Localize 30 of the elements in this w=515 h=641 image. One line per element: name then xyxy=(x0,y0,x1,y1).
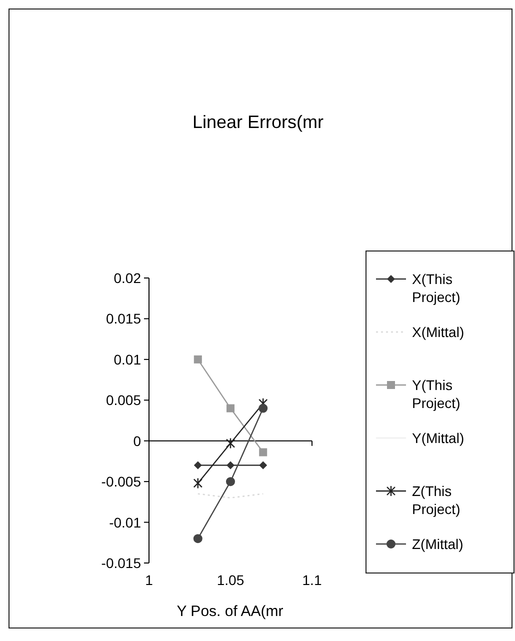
point xyxy=(226,461,234,470)
x-tick-label: 1.05 xyxy=(216,572,244,588)
point xyxy=(226,404,234,412)
legend-label: X(This Project) xyxy=(412,271,460,305)
y-tick-label: 0 xyxy=(133,432,142,449)
y-tick-label: 0.015 xyxy=(106,310,142,327)
point xyxy=(194,355,202,364)
y-tick-label: -0.01 xyxy=(109,514,142,530)
point xyxy=(258,404,268,413)
point xyxy=(259,461,268,470)
point xyxy=(194,461,202,470)
point xyxy=(193,534,202,544)
y-tick-label: 0.005 xyxy=(106,392,142,408)
legend-label: Y(This Project) xyxy=(412,377,460,411)
legend-label: Z(Mittal) xyxy=(412,536,464,552)
y-tick-label: -0.005 xyxy=(101,474,142,490)
y-tick-label: 0.02 xyxy=(114,270,142,286)
legend-label: Z(This Project) xyxy=(412,483,460,517)
chart-title: Linear Errors(mr xyxy=(192,112,324,132)
x-axis-title: Y Pos. of AA(mr xyxy=(176,603,284,620)
point xyxy=(226,477,235,486)
point xyxy=(226,438,236,449)
y-tick-label: 0.01 xyxy=(114,351,142,368)
point xyxy=(259,448,268,456)
x-tick-label: 1 xyxy=(145,572,154,588)
legend-label: Y(Mittal) xyxy=(412,430,464,446)
point xyxy=(193,478,202,489)
x-tick-label: 1.1 xyxy=(302,572,322,588)
y-tick-label: -0.015 xyxy=(101,555,142,571)
legend-label: X(Mittal) xyxy=(412,324,464,340)
